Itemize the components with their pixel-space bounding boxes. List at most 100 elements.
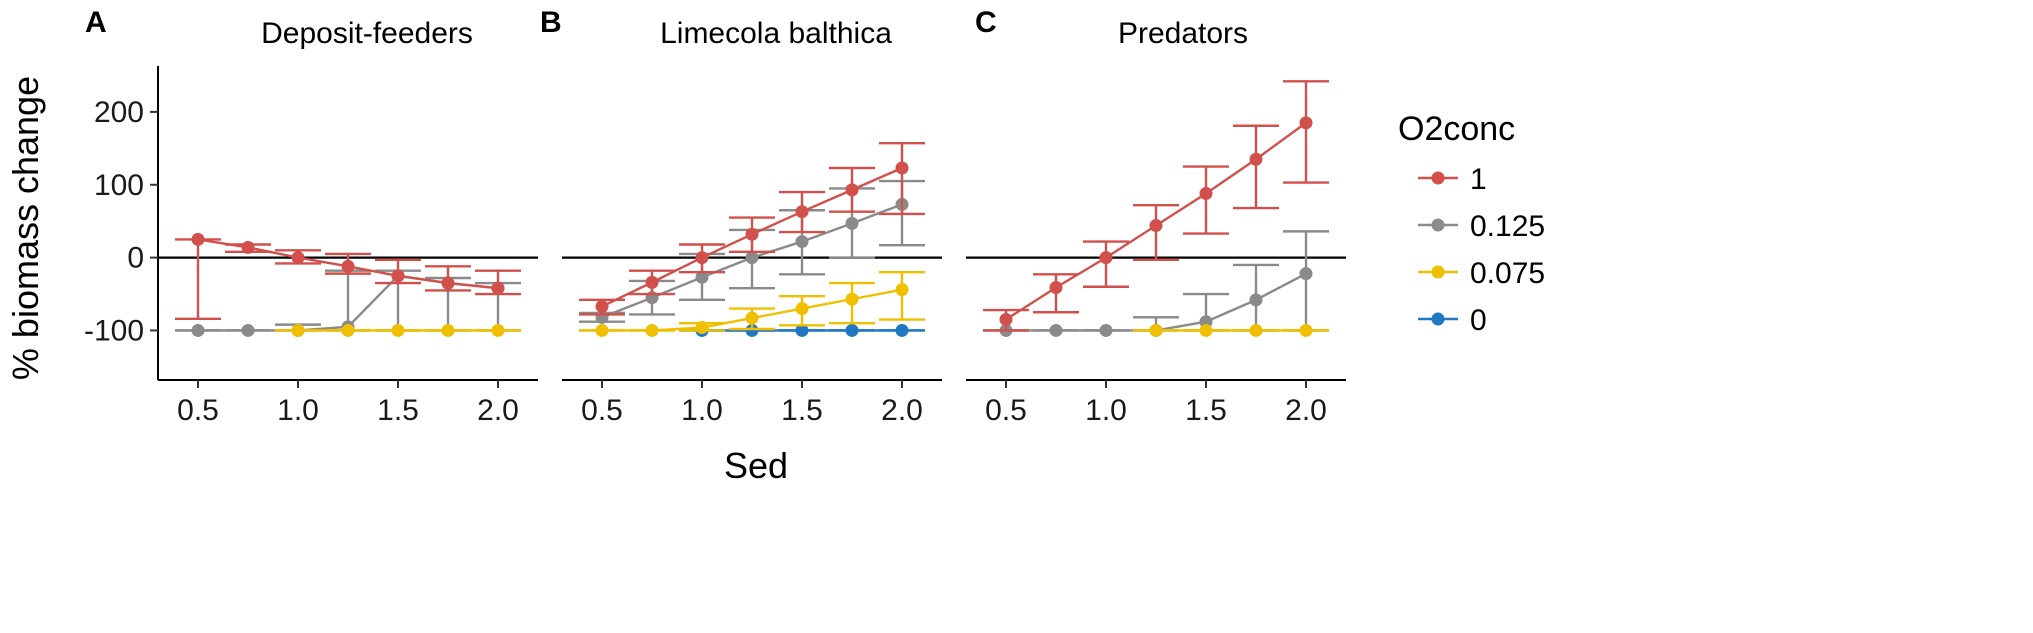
- data-point: [1299, 116, 1313, 130]
- error-bar: [175, 238, 221, 321]
- data-point: [595, 323, 609, 337]
- data-point: [695, 270, 709, 284]
- panel-b: B Limecola balthica 0.5 1.0 1.5 2.0: [540, 6, 942, 427]
- data-point: [795, 302, 809, 316]
- series-0.075: [275, 323, 521, 337]
- data-point: [1249, 293, 1263, 307]
- legend-entry: 0: [1418, 304, 1487, 337]
- x-tick-label: 2.0: [881, 394, 923, 427]
- data-point: [745, 227, 759, 241]
- y-tick-label: 200: [94, 96, 144, 129]
- x-tick-label: 1.5: [377, 394, 419, 427]
- data-point: [191, 232, 205, 246]
- data-point: [1199, 323, 1213, 337]
- panel-title: Deposit-feeders: [261, 17, 473, 50]
- x-tick-label: 2.0: [1285, 394, 1327, 427]
- x-tick-label: 1.5: [1185, 394, 1227, 427]
- data-point: [795, 323, 809, 337]
- legend-title: O2conc: [1398, 110, 1515, 148]
- data-point: [391, 269, 405, 283]
- data-point: [1149, 219, 1163, 233]
- data-point: [845, 216, 859, 230]
- data-point: [845, 323, 859, 337]
- error-bar: [1233, 124, 1279, 210]
- x-tick-label: 1.0: [681, 394, 723, 427]
- x-tick-label: 2.0: [477, 394, 519, 427]
- panel-letter: A: [85, 6, 107, 39]
- data-point: [241, 323, 255, 337]
- data-point: [441, 276, 455, 290]
- panel-title: Predators: [1118, 17, 1248, 50]
- legend-label: 0.125: [1470, 210, 1545, 243]
- data-point: [1099, 323, 1113, 337]
- panel-a: A Deposit-feeders -100 0 100 200 0.5 1.0 1.5 2.0: [84, 6, 538, 427]
- y-tick-label: 100: [94, 169, 144, 202]
- legend-marker: [1431, 218, 1445, 232]
- panel-title: Limecola balthica: [660, 17, 892, 50]
- series-0.075: [1133, 323, 1329, 337]
- data-point: [845, 292, 859, 306]
- data-point: [745, 311, 759, 325]
- data-point: [191, 323, 205, 337]
- data-point: [241, 240, 255, 254]
- legend: O2conc 1 0.125 0.075 0: [1398, 110, 1545, 337]
- x-tick-label: 0.5: [985, 394, 1027, 427]
- legend-label: 1: [1470, 163, 1487, 196]
- data-point: [745, 251, 759, 265]
- data-point: [1299, 267, 1313, 281]
- error-bar: [1283, 80, 1329, 184]
- legend-entry: 1: [1418, 163, 1487, 196]
- error-bar: [1183, 165, 1229, 235]
- data-point: [645, 275, 659, 289]
- data-point: [999, 313, 1013, 327]
- data-point: [895, 161, 909, 175]
- y-axis-title: % biomass change: [5, 76, 46, 380]
- data-point: [1049, 323, 1063, 337]
- series-1: [579, 142, 925, 316]
- x-tick-label: 0.5: [177, 394, 219, 427]
- series-1: [175, 232, 521, 321]
- data-point: [1249, 152, 1263, 166]
- data-point: [1149, 323, 1163, 337]
- x-tick-label: 1.0: [1085, 394, 1127, 427]
- data-point: [1299, 323, 1313, 337]
- legend-marker: [1431, 312, 1445, 326]
- data-point: [695, 251, 709, 265]
- data-point: [845, 183, 859, 197]
- data-point: [441, 323, 455, 337]
- legend-marker: [1431, 171, 1445, 185]
- data-point: [795, 235, 809, 249]
- data-point: [895, 323, 909, 337]
- x-tick-label: 1.5: [781, 394, 823, 427]
- panel-c: C Predators 0.5 1.0 1.5 2.0: [966, 6, 1346, 427]
- data-point: [795, 205, 809, 219]
- data-point: [695, 321, 709, 335]
- error-bar: [879, 142, 925, 216]
- data-point: [1099, 251, 1113, 265]
- panel-letter: C: [975, 6, 997, 39]
- x-tick-label: 0.5: [581, 394, 623, 427]
- data-point: [895, 283, 909, 297]
- legend-entry: 0.125: [1418, 210, 1545, 243]
- legend-label: 0.075: [1470, 257, 1545, 290]
- y-tick-label: 0: [127, 242, 144, 275]
- legend-marker: [1431, 265, 1445, 279]
- data-point: [291, 251, 305, 265]
- series-1: [983, 80, 1329, 332]
- legend-label: 0: [1470, 304, 1487, 337]
- data-point: [391, 323, 405, 337]
- legend-entries: 1 0.125 0.075 0: [1418, 163, 1545, 337]
- data-point: [291, 323, 305, 337]
- y-tick-label: -100: [84, 314, 144, 347]
- panel-letter: B: [540, 6, 562, 39]
- series-0.075: [579, 270, 925, 337]
- data-point: [341, 323, 355, 337]
- error-bar: [1083, 240, 1129, 288]
- data-point: [1049, 280, 1063, 294]
- data-point: [645, 323, 659, 337]
- x-axis-title: Sed: [724, 445, 788, 486]
- data-point: [1199, 186, 1213, 200]
- legend-entry: 0.075: [1418, 257, 1545, 290]
